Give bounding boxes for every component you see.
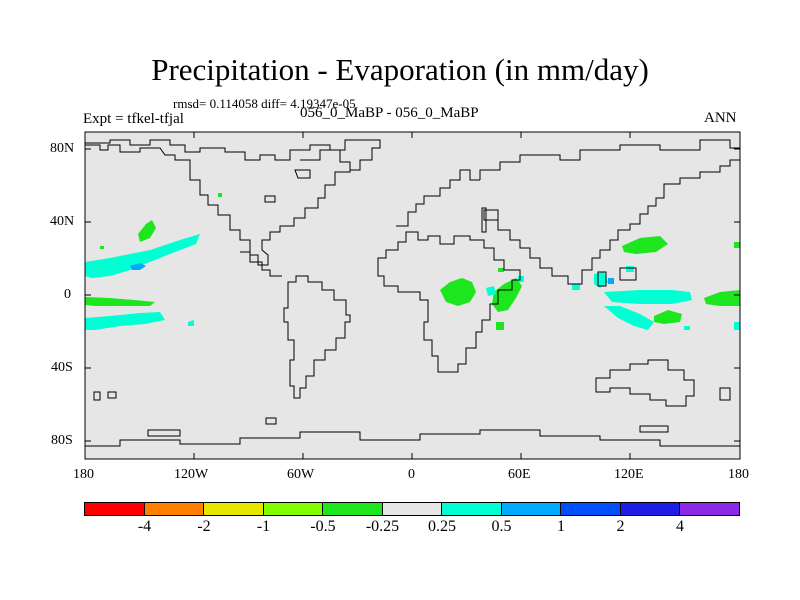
colorbar-label: -0.25 — [365, 518, 400, 535]
contour-positive-strong — [130, 263, 146, 270]
contour-negative — [85, 297, 155, 306]
colorbar-box — [381, 502, 443, 516]
contour-negative — [734, 242, 740, 248]
colorbar-label: -4 — [137, 518, 152, 535]
lat-tick-label: 80S — [51, 433, 73, 448]
contour-positive — [518, 276, 524, 282]
contour-negative — [498, 268, 504, 272]
contour-negative — [218, 193, 222, 197]
contour-positive — [608, 278, 614, 284]
contour-negative — [492, 278, 522, 312]
lon-tick-label: 0 — [408, 467, 415, 482]
contour-positive — [626, 266, 634, 272]
contour-negative — [622, 236, 668, 254]
lat-tick-label: 40N — [50, 214, 75, 229]
colorbar-label: -1 — [256, 518, 271, 535]
colorbar-box — [84, 502, 145, 516]
contour-fills — [85, 193, 740, 330]
contour-negative — [704, 290, 740, 306]
axis-ticks — [85, 132, 740, 459]
contour-positive — [188, 320, 194, 326]
lon-tick-label: 180 — [728, 467, 749, 482]
stats-label: rmsd= 0.114058 diff= 4.19347e-05 — [173, 96, 356, 111]
colorbar-box — [679, 502, 741, 516]
colorbar-label: 1 — [557, 518, 565, 535]
contour-positive — [734, 322, 740, 330]
contour-positive — [85, 234, 200, 278]
lon-tick-label: 180 — [73, 467, 94, 482]
contour-positive — [486, 286, 496, 296]
contour-negative — [496, 322, 504, 330]
lat-tick-label: 80N — [50, 141, 75, 156]
colorbar-box — [203, 502, 264, 516]
lat-tick-label: 0 — [64, 287, 71, 302]
experiment-label: Expt = tfkel-tfjal — [83, 111, 184, 127]
colorbar — [84, 502, 741, 516]
contour-positive — [684, 326, 690, 330]
colorbar-box — [143, 502, 205, 516]
colorbar-label: 0.5 — [491, 518, 512, 535]
plot-title: Precipitation - Evaporation (in mm/day) — [151, 52, 649, 87]
contour-positive — [604, 306, 654, 330]
colorbar-box — [500, 502, 562, 516]
lat-tick-label: 40S — [51, 360, 73, 375]
contour-positive — [85, 312, 165, 330]
lon-tick-label: 120W — [174, 467, 209, 482]
contour-positive — [604, 290, 692, 304]
colorbar-label: 0.25 — [428, 518, 456, 535]
colorbar-box — [619, 502, 681, 516]
period-label: 056_0_MaBP - 056_0_MaBP — [300, 105, 479, 121]
coastlines — [85, 139, 740, 447]
colorbar-label: 2 — [616, 518, 625, 535]
contour-negative — [440, 278, 476, 306]
colorbar-label: -0.5 — [310, 518, 336, 535]
season-label: ANN — [704, 110, 737, 126]
colorbar-labels: -4 -2 -1 -0.5 -0.25 0.25 0.5 1 2 4 — [0, 518, 800, 538]
contour-positive — [572, 284, 580, 290]
lon-tick-label: 120E — [614, 467, 644, 482]
colorbar-box — [322, 502, 383, 516]
colorbar-box — [560, 502, 621, 516]
contour-negative — [100, 246, 104, 249]
colorbar-box — [262, 502, 324, 516]
colorbar-box — [441, 502, 502, 516]
colorbar-label: -2 — [197, 518, 211, 535]
lon-tick-label: 60E — [508, 467, 531, 482]
lon-tick-label: 60W — [287, 467, 315, 482]
colorbar-label: 4 — [676, 518, 684, 535]
contour-negative — [654, 310, 682, 324]
contour-negative — [138, 220, 156, 242]
